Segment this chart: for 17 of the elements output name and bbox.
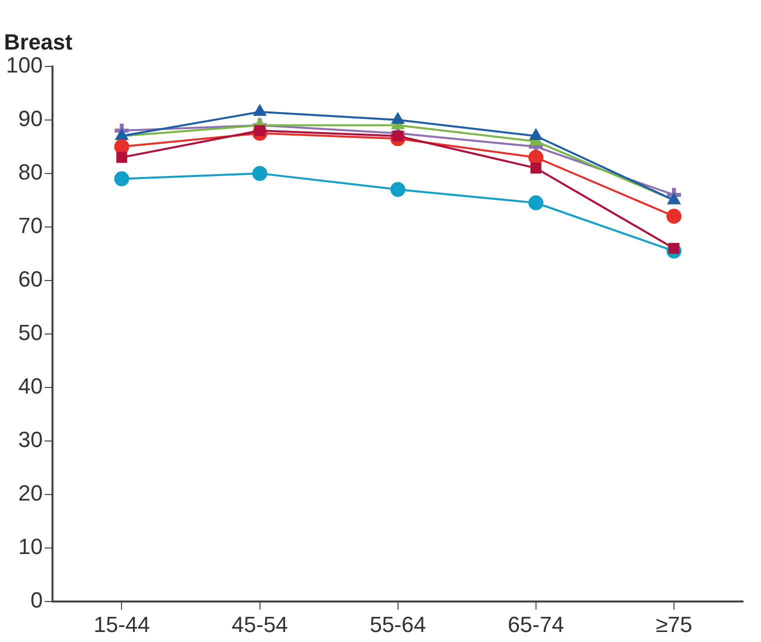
y-tick-label: 80 (18, 160, 43, 185)
y-tick-label: 50 (18, 320, 43, 346)
x-tick-label: 45-54 (232, 612, 288, 637)
y-tick-label: 90 (18, 106, 43, 131)
y-tick-label: 20 (18, 480, 43, 506)
y-tick-label: 100 (6, 52, 43, 78)
y-tick-label: 60 (18, 266, 43, 292)
x-tick-label: ≥75 (656, 612, 692, 637)
y-tick-label: 10 (18, 534, 43, 560)
x-tick-label: 15-44 (94, 612, 150, 637)
x-tick-label: 65-74 (508, 612, 564, 637)
y-tick-label: 40 (18, 374, 43, 399)
y-tick-label: 0 (30, 588, 43, 613)
x-tick-label: 55-64 (370, 612, 426, 637)
chart-title: Breast (4, 29, 74, 54)
y-tick-label: 30 (18, 427, 43, 452)
y-tick-label: 70 (18, 213, 43, 238)
